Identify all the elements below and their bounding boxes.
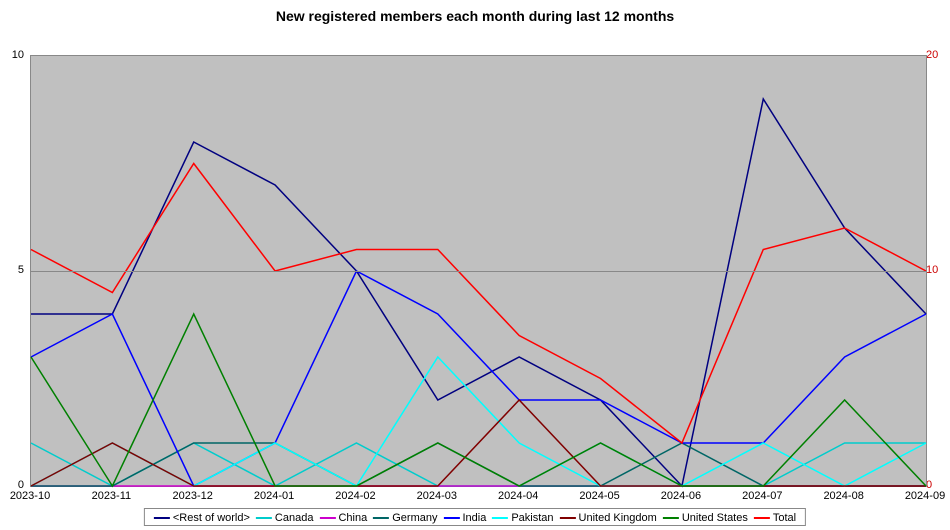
legend-swatch bbox=[443, 517, 459, 519]
legend-item: Germany bbox=[373, 512, 437, 524]
x-tick-label: 2024-03 bbox=[417, 490, 457, 502]
legend-swatch bbox=[373, 517, 389, 519]
plot-area bbox=[30, 55, 927, 487]
legend-item: Total bbox=[754, 512, 796, 524]
y-right-tick-label: 20 bbox=[926, 50, 938, 61]
x-tick-label: 2024-08 bbox=[823, 490, 863, 502]
chart-title: New registered members each month during… bbox=[0, 8, 950, 24]
chart-container: New registered members each month during… bbox=[0, 0, 950, 530]
x-axis: 2023-102023-112023-122024-012024-022024-… bbox=[30, 490, 925, 510]
y-right-tick-label: 10 bbox=[926, 265, 938, 276]
y-left-tick-label: 10 bbox=[12, 50, 24, 61]
legend-item: <Rest of world> bbox=[154, 512, 250, 524]
gridline bbox=[31, 271, 926, 272]
legend-swatch bbox=[154, 517, 170, 519]
legend-label: China bbox=[338, 512, 367, 524]
series-line bbox=[31, 357, 926, 486]
legend-item: India bbox=[443, 512, 486, 524]
legend-label: Total bbox=[773, 512, 796, 524]
legend-label: Pakistan bbox=[511, 512, 553, 524]
legend-swatch bbox=[560, 517, 576, 519]
legend-item: Pakistan bbox=[492, 512, 553, 524]
legend-swatch bbox=[319, 517, 335, 519]
legend-swatch bbox=[256, 517, 272, 519]
legend-item: Canada bbox=[256, 512, 314, 524]
legend-swatch bbox=[754, 517, 770, 519]
x-tick-label: 2023-12 bbox=[173, 490, 213, 502]
x-tick-label: 2024-05 bbox=[579, 490, 619, 502]
legend-swatch bbox=[663, 517, 679, 519]
legend-label: <Rest of world> bbox=[173, 512, 250, 524]
x-tick-label: 2024-01 bbox=[254, 490, 294, 502]
legend-label: India bbox=[462, 512, 486, 524]
legend-item: China bbox=[319, 512, 367, 524]
x-tick-label: 2024-04 bbox=[498, 490, 538, 502]
x-tick-label: 2023-10 bbox=[10, 490, 50, 502]
legend-item: United States bbox=[663, 512, 748, 524]
x-tick-label: 2024-07 bbox=[742, 490, 782, 502]
x-tick-label: 2024-09 bbox=[905, 490, 945, 502]
y-left-tick-label: 5 bbox=[18, 265, 24, 276]
legend-label: Canada bbox=[275, 512, 314, 524]
y-axis-left: 0510 bbox=[0, 55, 28, 485]
legend-swatch bbox=[492, 517, 508, 519]
legend-label: United States bbox=[682, 512, 748, 524]
legend-label: Germany bbox=[392, 512, 437, 524]
x-tick-label: 2024-06 bbox=[661, 490, 701, 502]
legend: <Rest of world> Canada China Germany India Pa… bbox=[144, 508, 806, 526]
x-tick-label: 2024-02 bbox=[335, 490, 375, 502]
legend-item: United Kingdom bbox=[560, 512, 657, 524]
x-tick-label: 2023-11 bbox=[92, 490, 132, 502]
legend-label: United Kingdom bbox=[579, 512, 657, 524]
